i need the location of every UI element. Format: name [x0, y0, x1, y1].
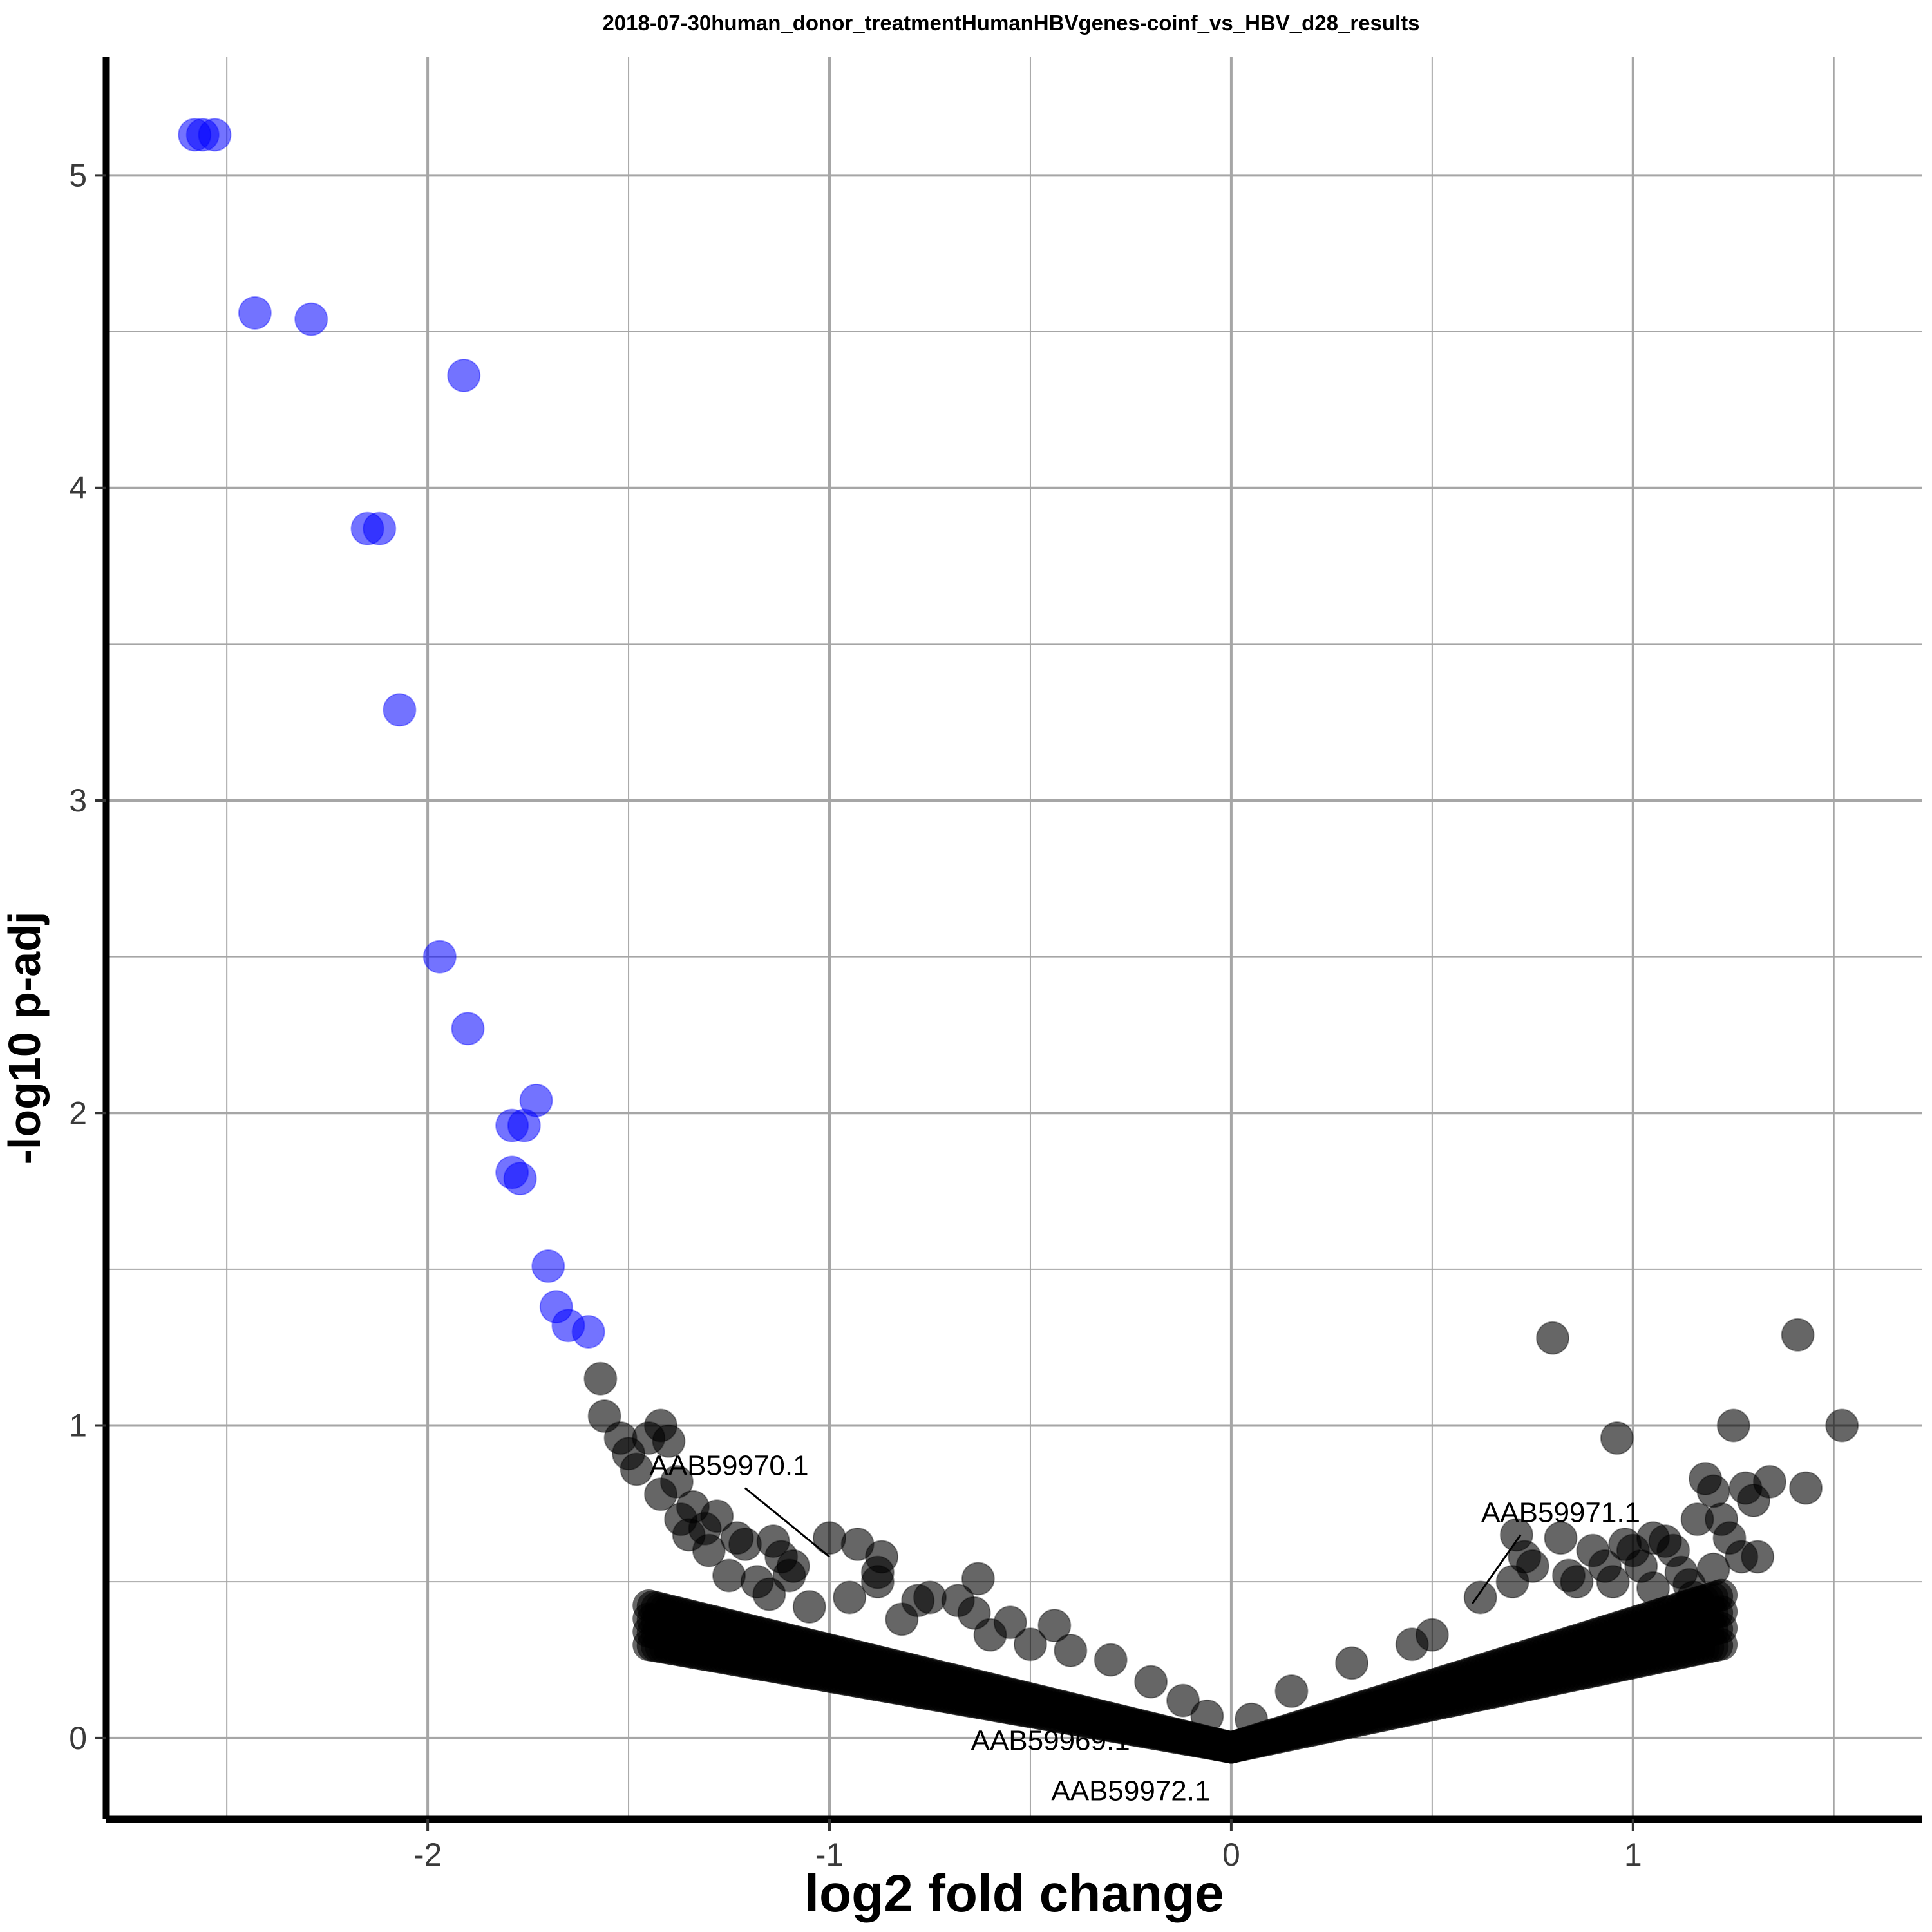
not_significant-point: [643, 1477, 677, 1511]
not_significant-point: [973, 1618, 1007, 1652]
annotation-leader-line: [744, 1487, 830, 1558]
x-axis-title: log2 fold change: [804, 1864, 1224, 1923]
not_significant-point: [772, 1558, 806, 1593]
not_significant-point: [1463, 1580, 1497, 1615]
not_significant-point: [1544, 1521, 1578, 1555]
not_significant-point: [1741, 1540, 1775, 1574]
data-points: [178, 118, 1859, 1764]
not_significant-point: [1166, 1683, 1200, 1718]
not_significant-point: [860, 1565, 895, 1599]
y-tick-label: 3: [69, 782, 87, 819]
not_significant-point: [700, 1499, 734, 1533]
not_significant-point: [1716, 1408, 1750, 1443]
not_significant-point: [1676, 1580, 1710, 1615]
not_significant-point: [583, 1361, 618, 1396]
annotation-label: AAB59970.1: [649, 1450, 808, 1482]
not_significant-point: [752, 1577, 786, 1611]
not_significant-point: [1515, 1549, 1549, 1583]
not_significant-point: [1335, 1646, 1369, 1680]
annotation-label: AAB59969.1: [971, 1725, 1130, 1757]
not_significant-point: [1037, 1609, 1072, 1643]
significant-point: [531, 1249, 565, 1283]
not_significant-point: [1013, 1627, 1047, 1662]
not_significant-point: [692, 1533, 726, 1567]
significant-point: [198, 118, 232, 152]
not_significant-point: [712, 1558, 746, 1593]
annotation-label: AAB59972.1: [1051, 1775, 1210, 1806]
not_significant-point: [1415, 1618, 1449, 1652]
point-cloud: [1705, 1578, 1738, 1611]
significant-point: [238, 296, 272, 330]
y-axis-title: -log10 p-adj: [0, 912, 50, 1165]
significant-point: [507, 1108, 541, 1142]
significant-point: [363, 511, 397, 545]
significant-point: [571, 1314, 605, 1349]
annotation-leader-line: [1472, 1534, 1522, 1605]
not_significant-point: [1560, 1565, 1594, 1599]
y-tick-label: 5: [69, 157, 87, 193]
not_significant-point: [885, 1602, 919, 1636]
not_significant-point: [1781, 1318, 1815, 1352]
not_significant-point: [652, 1424, 686, 1458]
x-tick-label: 1: [1624, 1837, 1642, 1873]
not_significant-point: [1094, 1643, 1128, 1677]
not_significant-point: [728, 1527, 762, 1561]
not_significant-point: [1752, 1464, 1786, 1499]
not_significant-point: [833, 1580, 867, 1615]
y-tick-label: 0: [69, 1720, 87, 1756]
x-tick-label: -1: [815, 1837, 844, 1873]
not_significant-point: [792, 1590, 826, 1624]
y-tick-label: 1: [69, 1408, 87, 1444]
not_significant-point: [1696, 1474, 1730, 1508]
not_significant-point: [1696, 1552, 1730, 1586]
not_significant-point: [1235, 1702, 1269, 1736]
not_significant-point: [813, 1521, 847, 1555]
significant-point: [422, 940, 457, 974]
y-tick-label: 4: [69, 470, 87, 506]
significant-point: [451, 1012, 485, 1046]
not_significant-point: [1825, 1408, 1859, 1443]
not_significant-point: [1636, 1571, 1670, 1605]
significant-point: [383, 693, 417, 727]
x-tick-label: 0: [1222, 1837, 1240, 1873]
not_significant-point: [1190, 1699, 1224, 1733]
not_significant-point: [961, 1562, 995, 1596]
not_significant-point: [1596, 1565, 1630, 1599]
not_significant-point: [1789, 1471, 1823, 1505]
grid-lines: [106, 57, 1922, 1819]
chart-title: 2018-07-30human_donor_treatmentHumanHBVg…: [602, 11, 1419, 35]
not_significant-point: [1054, 1633, 1088, 1667]
not_significant-point: [1134, 1665, 1168, 1699]
not_significant-point: [620, 1452, 654, 1486]
annotation-label: AAB59971.1: [1481, 1497, 1640, 1528]
y-tick-label: 2: [69, 1095, 87, 1131]
not_significant-point: [1536, 1321, 1570, 1355]
not_significant-point: [1600, 1421, 1634, 1455]
x-tick-label: -2: [413, 1837, 442, 1873]
significant-point: [503, 1162, 537, 1196]
not_significant-point: [913, 1580, 947, 1615]
significant-point: [447, 358, 481, 392]
axes: -2 -1 0 1 0 1 2 3 4 5: [69, 57, 1922, 1873]
not_significant-point: [1274, 1674, 1309, 1709]
gene-annotations: AAB59970.1 AAB59971.1 AAB59969.1 AAB59972.1: [649, 1450, 1640, 1807]
significant-point: [294, 302, 328, 336]
